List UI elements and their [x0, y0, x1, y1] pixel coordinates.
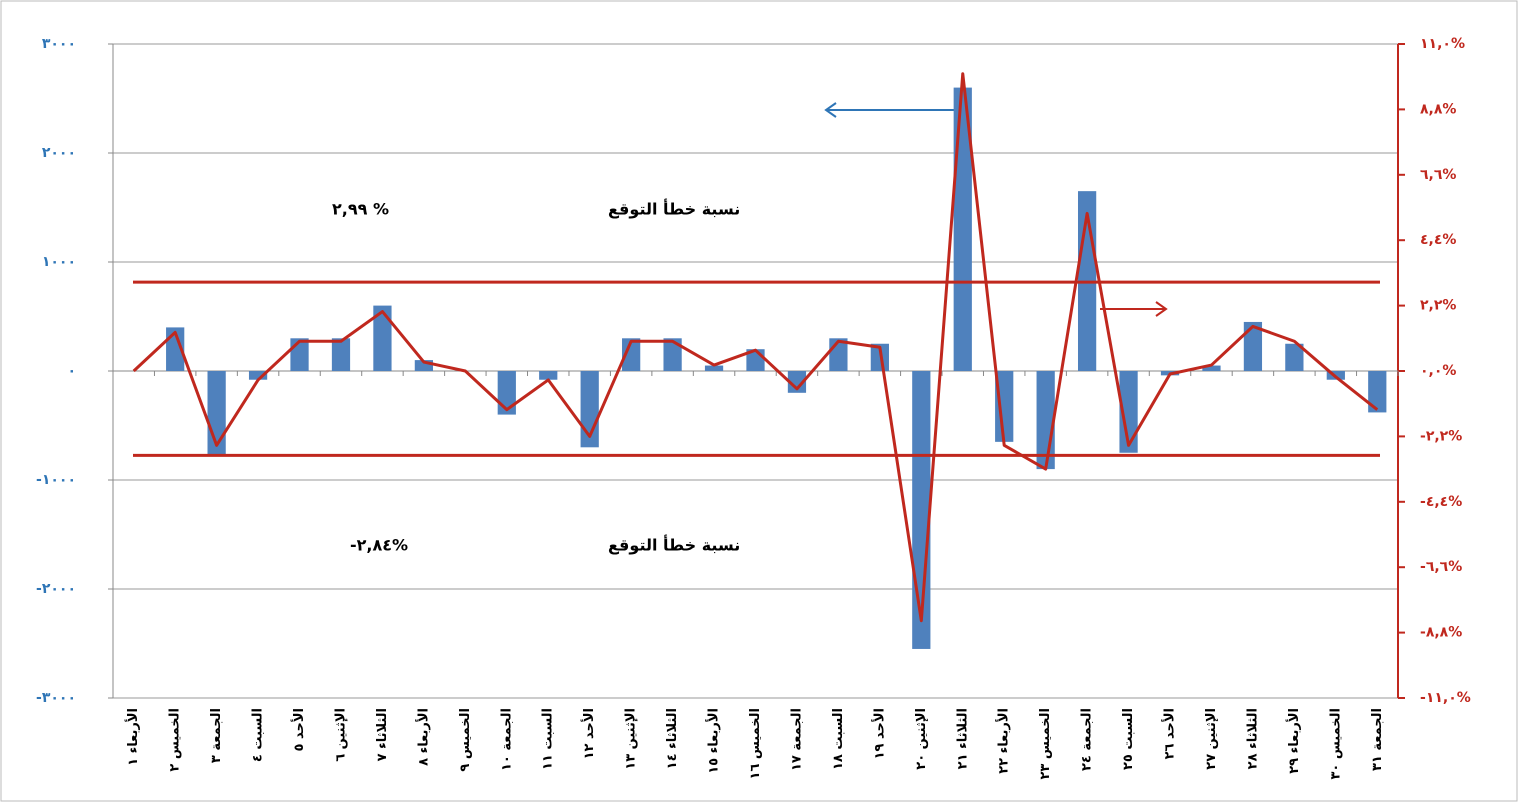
- annotation-text: نسبة خطأ التوقع: [608, 199, 740, 219]
- x-tick-label: الجمعة ١٧: [789, 708, 804, 771]
- y-tick-label: -٣٠٠٠: [36, 690, 76, 706]
- x-tick-label: السبت ١١: [541, 708, 556, 770]
- x-tick-label: الجمعة ١٠: [499, 708, 514, 771]
- x-tick-label: الخميس ٢: [168, 708, 183, 772]
- y2-tick-label: ٨,٨%: [1420, 101, 1456, 117]
- bar: [663, 338, 682, 371]
- bar: [1368, 371, 1387, 413]
- x-tick-label: الأربعاء ٨: [414, 708, 431, 766]
- x-tick-label: الأربعاء ٢٩: [1285, 708, 1302, 774]
- y2-tick-label: -٤,٤%: [1420, 494, 1462, 510]
- x-tick-label: الجمعة ٣١: [1370, 708, 1385, 771]
- bar: [953, 87, 972, 371]
- arrow-left-head: [824, 102, 837, 118]
- y-tick-label: -١٠٠٠: [36, 472, 76, 488]
- bar: [331, 338, 351, 371]
- y2-tick-label: -٢,٢%: [1420, 428, 1462, 444]
- y-tick-label: ٠: [67, 363, 76, 379]
- y2-tick-label: ٢,٢%: [1420, 298, 1456, 314]
- x-tick-label: السبت ١٨: [831, 708, 846, 770]
- bar: [1119, 371, 1138, 453]
- x-tick-label: الإثنين ٢٠: [914, 708, 929, 770]
- bar: [373, 305, 392, 371]
- bar: [1285, 343, 1304, 371]
- bar: [248, 371, 268, 380]
- bar: [1202, 365, 1221, 371]
- x-tick-label: الثلاثاء ٢١: [955, 708, 970, 769]
- y2-tick-label: -٦,٦%: [1420, 559, 1462, 575]
- x-tick-label: الأربعاء ١٥: [705, 708, 722, 774]
- bar: [1243, 321, 1263, 371]
- bar: [622, 338, 641, 371]
- bar: [539, 371, 558, 380]
- y2-tick-label: ٤,٤%: [1420, 232, 1456, 248]
- x-tick-label: الأحد ٢٦: [1161, 708, 1178, 759]
- arrow-right-head: [1155, 301, 1168, 317]
- y-tick-label: ٣٠٠٠: [42, 36, 76, 52]
- x-tick-label: الإثنين ٢٧: [1204, 708, 1219, 770]
- x-tick-label: الأحد ١٩: [870, 708, 887, 759]
- x-tick-label: السبت ٤: [251, 708, 266, 762]
- bar: [787, 371, 807, 393]
- bar: [704, 365, 724, 371]
- x-tick-label: الخميس ١٦: [748, 708, 763, 780]
- x-tick-label: الأربعاء ١: [124, 708, 141, 766]
- x-tick-label: الثلاثاء ٧: [375, 708, 390, 761]
- x-tick-label: الأحد ٥: [290, 708, 307, 751]
- x-tick-label: الخميس ٢٣: [1038, 708, 1053, 780]
- annotation-text: نسبة خطأ التوقع: [608, 535, 740, 555]
- x-tick-label: الجمعة ٢٤: [1080, 708, 1095, 771]
- x-tick-label: الإثنين ١٣: [624, 708, 639, 770]
- x-tick-label: الخميس ٩: [458, 708, 473, 772]
- x-tick-label: الثلاثاء ٢٨: [1245, 708, 1260, 769]
- x-tick-label: الإثنين ٦: [333, 708, 348, 762]
- y2-tick-label: ٠,٠%: [1420, 363, 1456, 379]
- bar: [870, 343, 889, 371]
- y-tick-label: -٢٠٠٠: [36, 581, 76, 597]
- annotation-value: ٢,٩٩ %: [332, 200, 389, 219]
- annotation-value: -٢,٨٤%: [350, 536, 408, 555]
- y2-tick-label: ٦,٦%: [1420, 167, 1456, 183]
- y2-tick-label: ١١,٠%: [1420, 36, 1465, 52]
- x-tick-label: الثلاثاء ١٤: [665, 708, 680, 769]
- line: [132, 72, 1379, 623]
- bar: [995, 371, 1014, 442]
- x-tick-label: الأحد ١٢: [580, 708, 597, 759]
- x-tick-label: الخميس ٣٠: [1328, 708, 1343, 780]
- x-tick-label: السبت ٢٥: [1121, 708, 1136, 770]
- y2-tick-label: -١١,٠%: [1420, 690, 1471, 706]
- bar: [414, 360, 434, 371]
- x-tick-label: الجمعة ٣: [209, 708, 224, 763]
- y-tick-label: ٢٠٠٠: [42, 145, 76, 161]
- y2-tick-label: -٨,٨%: [1420, 625, 1462, 641]
- y-tick-label: ١٠٠٠: [42, 254, 76, 270]
- x-tick-label: الأربعاء ٢٢: [995, 708, 1012, 774]
